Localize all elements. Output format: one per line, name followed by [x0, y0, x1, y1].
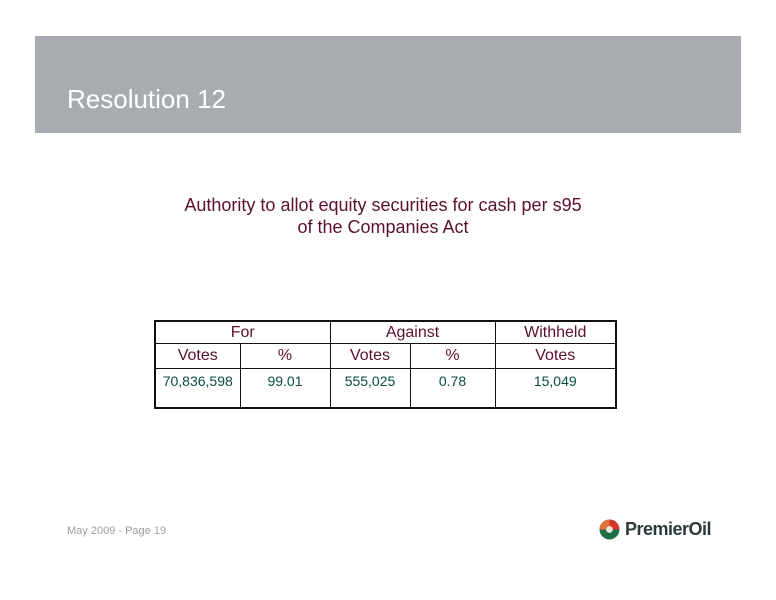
subheader-for-percent: %	[240, 343, 331, 369]
cell-withheld-votes: 15,049	[533, 373, 577, 389]
group-header-for: For	[155, 321, 331, 344]
subheader-against-percent: %	[410, 343, 496, 369]
cell-against-percent: 0.78	[410, 368, 496, 408]
subtitle-line-1: Authority to allot equity securities for…	[184, 195, 582, 215]
subheader-against-votes: Votes	[330, 343, 411, 369]
group-header-withheld: Withheld	[495, 321, 616, 344]
header-band: Resolution 12	[35, 36, 741, 133]
subheader-withheld-votes: Votes	[495, 343, 616, 369]
logo-wordmark: PremierOil	[625, 518, 712, 539]
subheader-for-votes: Votes	[155, 343, 241, 369]
cell-for-votes: 70,836,598	[155, 368, 241, 408]
slide-title: Resolution 12	[67, 84, 226, 114]
premier-oil-logo: PremierOil	[599, 517, 712, 541]
table-row: 70,836,598 99.01 555,025 0.78 15,049	[155, 368, 616, 408]
group-header-against: Against	[330, 321, 496, 344]
logo-drop-icon	[599, 519, 620, 539]
resolution-description: Authority to allot equity securities for…	[0, 194, 766, 238]
votes-table: For Against Withheld Votes % Votes % Vot…	[154, 320, 617, 409]
cell-against-votes: 555,025	[330, 368, 411, 408]
cell-for-percent: 99.01	[240, 368, 331, 408]
footer-date-page: May 2009 - Page 19	[67, 525, 167, 537]
subtitle-line-2: of the Companies Act	[297, 217, 469, 237]
